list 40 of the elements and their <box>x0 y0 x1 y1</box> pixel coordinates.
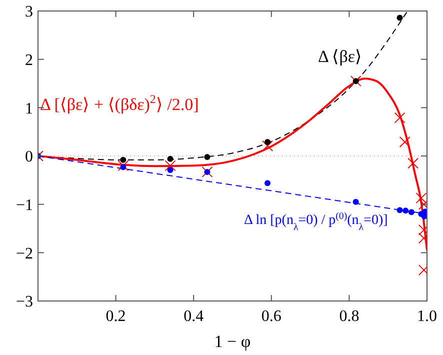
point <box>350 76 362 87</box>
point <box>204 154 210 160</box>
point <box>164 160 176 172</box>
point <box>120 156 126 163</box>
y-tick-label: 3 <box>25 4 33 21</box>
x-tick-label: 0.2 <box>106 308 126 325</box>
y-tick-label: −1 <box>16 196 33 214</box>
y-tick-label: 2 <box>25 52 33 69</box>
point <box>396 14 403 21</box>
point <box>262 140 274 152</box>
y-tick-label: 0 <box>25 148 33 166</box>
point <box>408 209 414 216</box>
point <box>167 156 174 162</box>
x-tick-label: 0.6 <box>261 308 282 325</box>
point <box>352 198 359 205</box>
point <box>204 168 210 175</box>
x-axis-title: 1 − φ <box>214 332 251 351</box>
line-series <box>38 78 427 252</box>
series-label: Δ ln [p(n$_{λ}$=0) / p$^{(0)}$(n$_{λ}$=0)] <box>244 210 388 232</box>
x-tick-label: 0.8 <box>339 308 360 325</box>
point <box>399 136 410 148</box>
point <box>402 208 409 214</box>
point <box>396 207 403 214</box>
y-tick-label: −2 <box>16 245 33 262</box>
y-tick-label: −3 <box>16 294 33 311</box>
text: Δ [⟨βε⟩ + ⟨(βδε)$^{2}$⟩ /2.0] <box>40 92 199 114</box>
point <box>352 78 359 84</box>
x-tick-label: 1.0 <box>417 308 437 325</box>
point <box>167 167 174 174</box>
point <box>264 180 271 186</box>
point <box>394 112 406 124</box>
point <box>416 192 427 204</box>
y-tick-label: 1 <box>25 100 33 118</box>
point <box>202 166 213 178</box>
point <box>120 164 126 170</box>
point <box>264 138 271 145</box>
point <box>118 160 129 172</box>
series-label: Δ ⟨βε⟩ <box>318 47 362 66</box>
x-tick-label: 0.4 <box>184 308 204 325</box>
point <box>407 158 418 169</box>
